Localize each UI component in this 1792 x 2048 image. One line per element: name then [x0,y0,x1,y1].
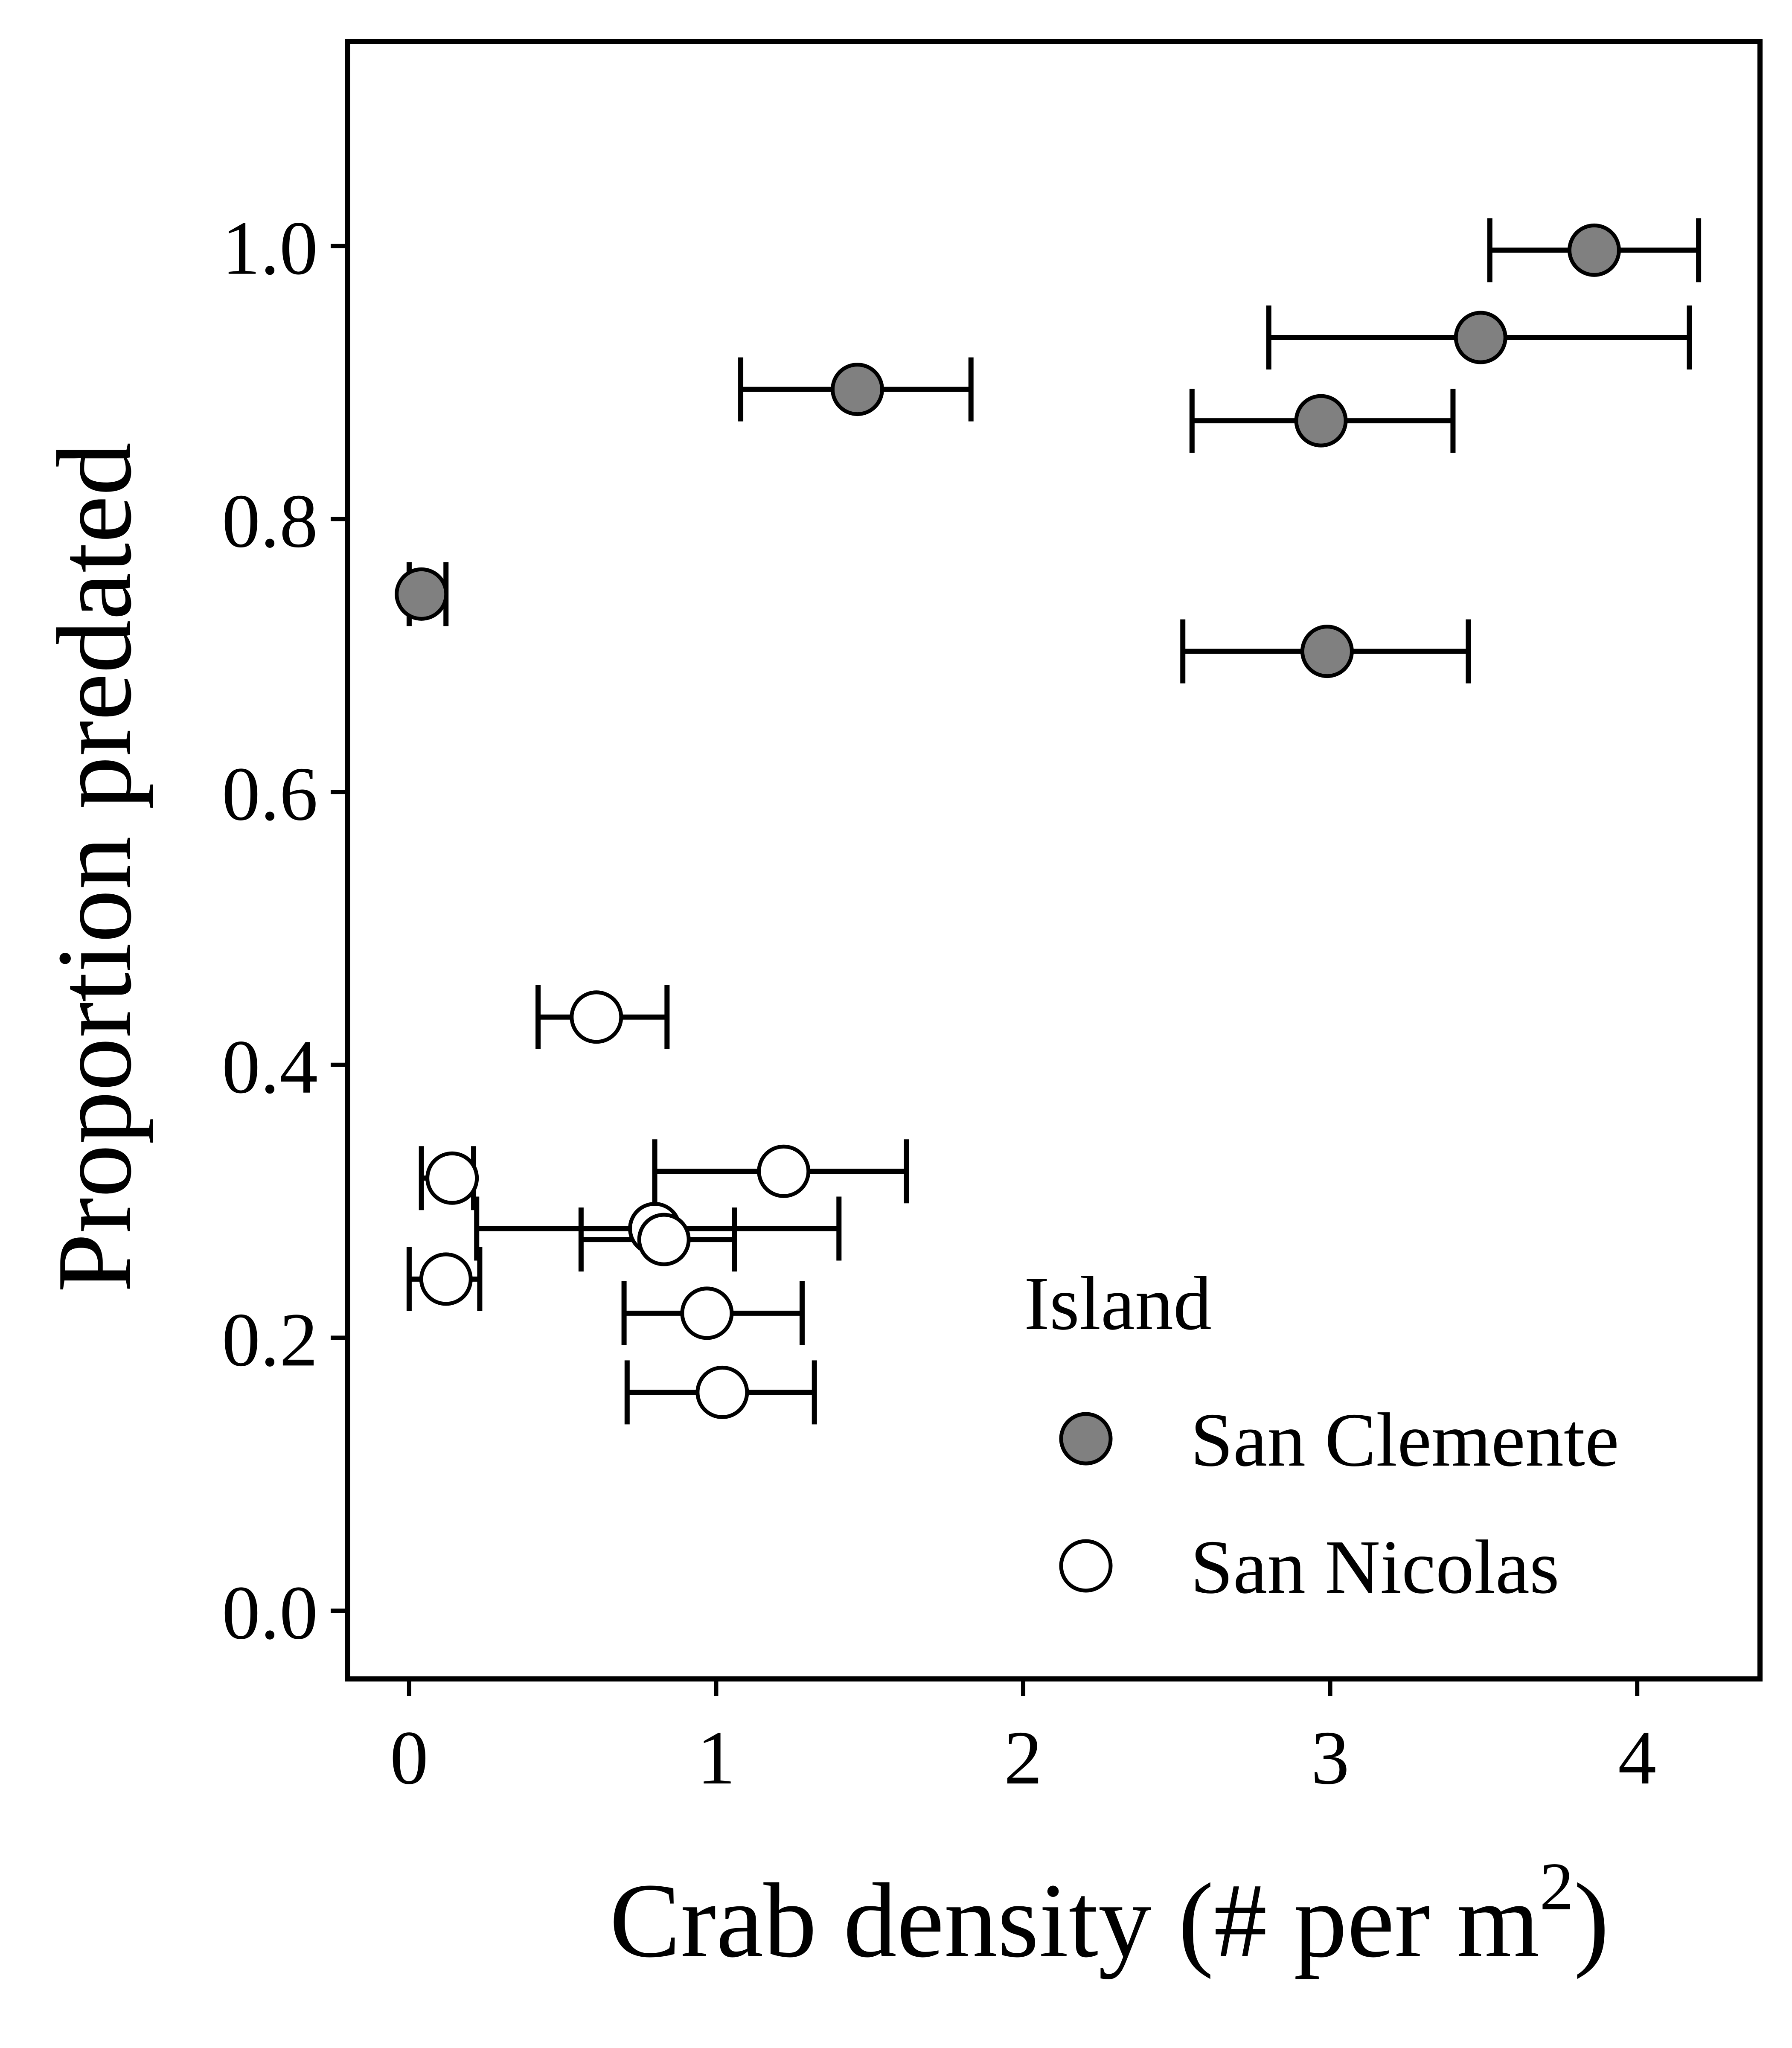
data-point [830,363,884,416]
data-point [419,1252,473,1306]
x-axis-label-main: Crab density (# per m [609,1862,1539,1980]
x-axis-label-superscript: 2 [1539,1848,1574,1924]
data-point [570,990,623,1044]
legend-key-san-nicolas [1059,1539,1113,1593]
data-points [395,223,1621,1419]
x-tick-label: 3 [1311,1715,1350,1800]
data-point [395,567,448,621]
y-tick-label: 0.0 [222,1570,318,1655]
y-axis-label: Proportion predated [35,442,154,1293]
x-tick-label: 1 [697,1715,735,1800]
plot-panel [345,39,1763,1681]
legend-key-san-clemente [1059,1412,1113,1466]
y-tick-label: 1.0 [222,206,318,291]
y-axis: 0.0 0.2 0.4 0.6 0.8 1.0 [222,206,348,1655]
data-point [680,1286,734,1340]
x-tick-label: 4 [1618,1715,1656,1800]
y-tick-label: 0.2 [222,1297,318,1382]
x-axis-label: Crab density (# per m2) [609,1848,1609,1980]
y-tick-label: 0.6 [222,751,318,836]
data-point [1567,223,1621,277]
data-point [425,1151,479,1205]
legend-label-san-nicolas: San Nicolas [1190,1524,1559,1609]
y-tick-label: 0.8 [222,478,318,563]
data-point [1454,311,1507,364]
x-axis-label-close: ) [1574,1862,1609,1980]
legend: Island San Clemente San Nicolas [1024,1261,1619,1609]
data-point [1300,625,1354,678]
x-tick-label: 0 [390,1715,428,1800]
data-point [1294,394,1348,448]
data-point [757,1144,811,1198]
y-tick-label: 0.4 [222,1024,318,1109]
legend-title: Island [1024,1261,1212,1346]
legend-label-san-clemente: San Clemente [1190,1397,1619,1482]
x-tick-label: 2 [1004,1715,1042,1800]
x-axis: 0 1 2 3 4 [390,1679,1656,1800]
data-point [695,1365,749,1419]
data-point [637,1213,691,1266]
